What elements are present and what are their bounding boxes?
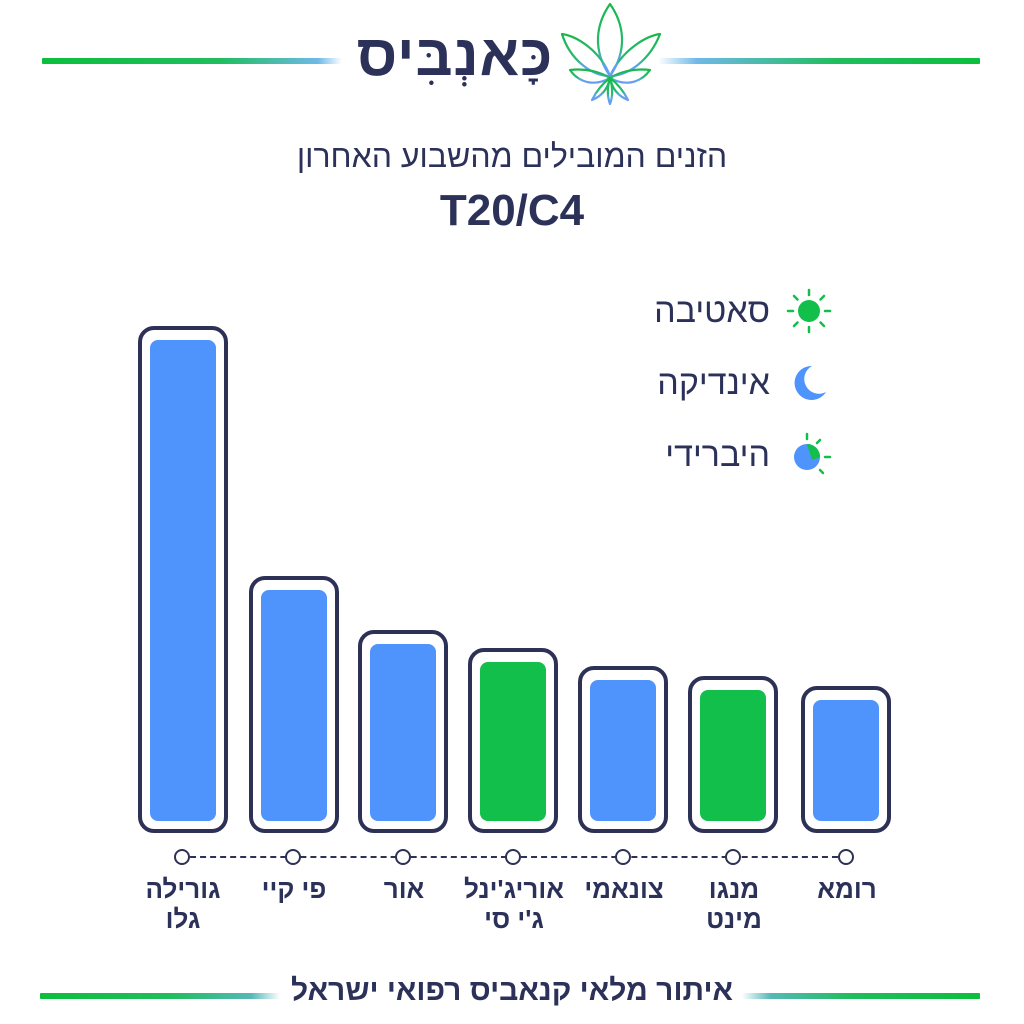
axis-tick-dot bbox=[725, 849, 741, 865]
x-label-line1: צונאמי bbox=[584, 874, 664, 904]
chart-title: T20/C4 bbox=[439, 186, 585, 235]
x-label-gorilla-glue: גורילה גלו bbox=[123, 874, 243, 934]
bar-tsunami bbox=[578, 666, 668, 833]
half-sun-moon-icon bbox=[784, 430, 834, 480]
x-label-pk: פי קיי bbox=[234, 874, 354, 904]
bar-roma bbox=[801, 686, 891, 833]
axis-tick-dot bbox=[838, 849, 854, 865]
header-divider-left bbox=[42, 58, 342, 64]
x-label-or: אור bbox=[344, 874, 464, 904]
x-label-line1: מנגו bbox=[708, 874, 760, 904]
x-label-line1: רומא bbox=[817, 874, 877, 904]
bar-pk bbox=[249, 576, 339, 833]
x-label-mango-mint: מנגו מינט bbox=[674, 874, 794, 934]
x-label-line2: גלו bbox=[165, 904, 201, 934]
bar-fill-indica bbox=[150, 340, 216, 821]
legend-label: היברידי bbox=[665, 435, 770, 474]
x-label-line1: אור bbox=[383, 874, 425, 904]
bar-fill-indica bbox=[261, 590, 327, 821]
bar-fill-indica bbox=[590, 680, 656, 821]
bar-mango-mint bbox=[688, 676, 778, 833]
footer-divider-right bbox=[742, 993, 980, 999]
logo-text: כָּאנְבִּיס bbox=[356, 23, 554, 88]
cannabis-leaf-icon bbox=[552, 0, 668, 108]
header-divider-right bbox=[658, 58, 980, 64]
x-label-tsunami: צונאמי bbox=[564, 874, 684, 904]
axis-tick-dot bbox=[395, 849, 411, 865]
bar-or bbox=[358, 630, 448, 833]
axis-tick-dot bbox=[285, 849, 301, 865]
footer-tagline: איתור מלאי קנאביס רפואי ישראל bbox=[291, 974, 733, 1007]
x-label-original-gc: אוריג'ינל ג'י סי bbox=[452, 874, 576, 934]
legend-item-indica: אינדיקה bbox=[657, 358, 834, 408]
chart-subtitle: הזנים המובילים מהשבוע האחרון bbox=[296, 138, 728, 174]
x-label-line2: ג'י סי bbox=[484, 904, 544, 934]
x-label-line1: גורילה bbox=[145, 874, 221, 904]
x-label-line2: מינט bbox=[706, 904, 762, 934]
bar-fill-sativa bbox=[700, 690, 766, 821]
legend-label: אינדיקה bbox=[657, 363, 770, 402]
bar-fill-sativa bbox=[480, 662, 546, 821]
bar-fill-indica bbox=[813, 700, 879, 821]
legend-label: סאטיבה bbox=[654, 291, 770, 330]
legend-item-hybrid: היברידי bbox=[665, 430, 834, 480]
moon-icon bbox=[784, 358, 834, 408]
legend-item-sativa: סאטיבה bbox=[654, 286, 834, 336]
x-label-line1: אוריג'ינל bbox=[464, 874, 564, 904]
bar-original-gc bbox=[468, 648, 558, 833]
axis-tick-dot bbox=[174, 849, 190, 865]
x-label-roma: רומא bbox=[787, 874, 907, 904]
axis-tick-dot bbox=[505, 849, 521, 865]
footer-divider-left bbox=[40, 993, 280, 999]
sun-icon bbox=[784, 286, 834, 336]
axis-tick-dot bbox=[615, 849, 631, 865]
x-label-line1: פי קיי bbox=[261, 874, 327, 904]
bar-fill-indica bbox=[370, 644, 436, 821]
bar-gorilla-glue bbox=[138, 326, 228, 833]
